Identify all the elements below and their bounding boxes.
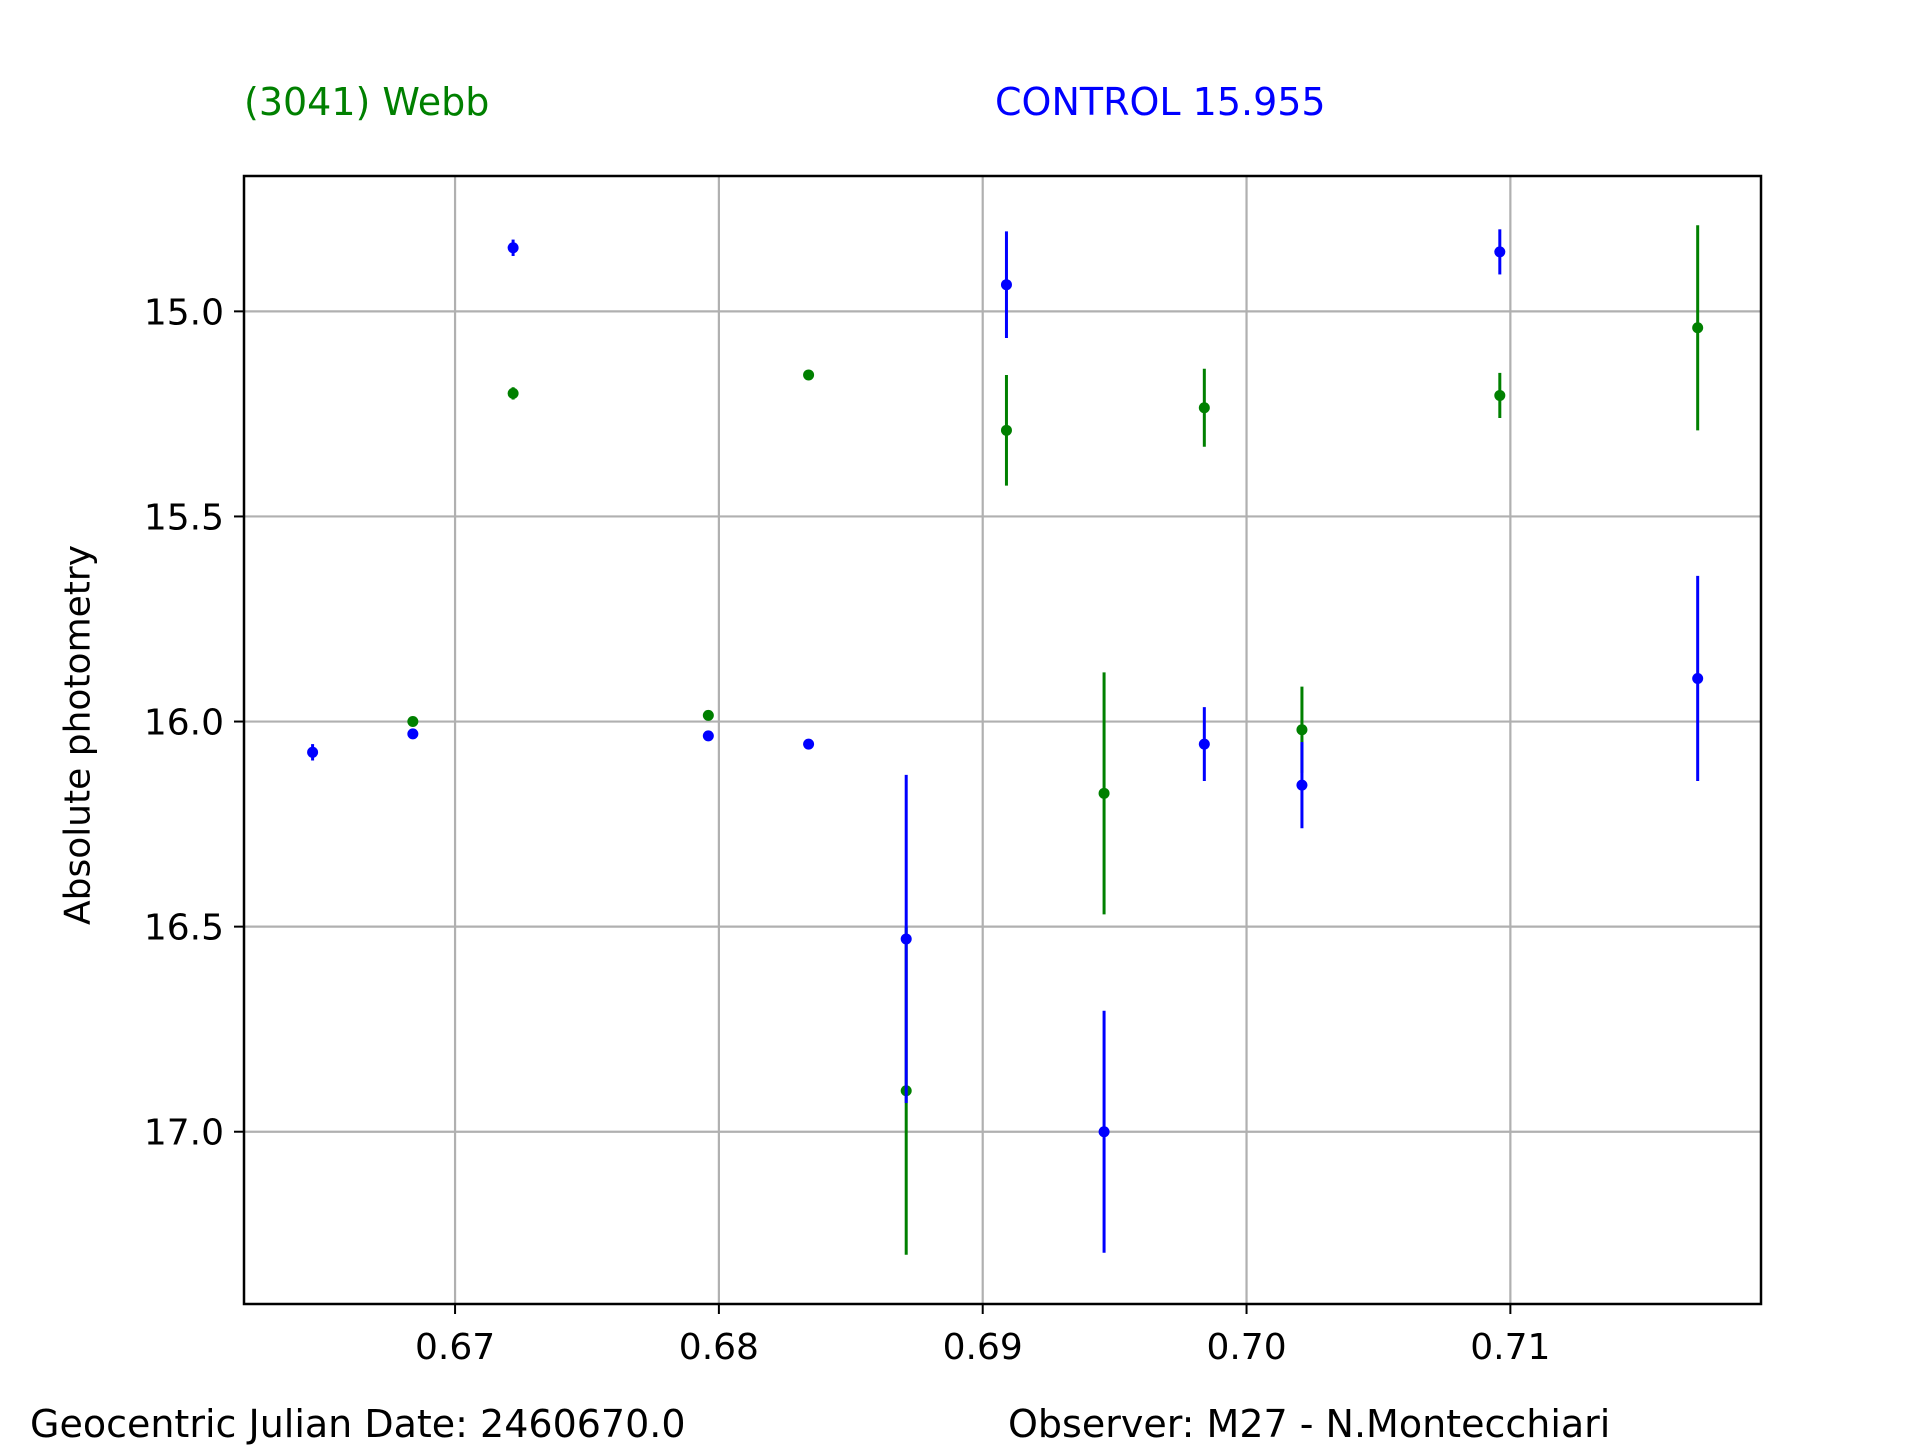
plot-frame [242, 174, 1763, 1306]
x-tick-label: 0.67 [415, 1327, 495, 1368]
data-point [803, 738, 815, 750]
y-tick-label: 16.5 [144, 908, 224, 949]
x-tick-label: 0.68 [679, 1327, 759, 1368]
data-point [1098, 1126, 1110, 1138]
data-point [507, 387, 519, 399]
data-point [803, 369, 815, 381]
x-tick-label: 0.69 [943, 1327, 1023, 1368]
control-series-title: CONTROL 15.955 [995, 80, 1326, 124]
y-tick-label: 17.0 [144, 1113, 224, 1154]
data-point [407, 716, 419, 728]
target-series-title: (3041) Webb [244, 80, 490, 124]
x-tick-label: 0.70 [1206, 1327, 1286, 1368]
x-tick-label: 0.71 [1470, 1327, 1550, 1368]
y-axis-label: Absolute photometry [57, 544, 99, 926]
data-point [1000, 424, 1012, 436]
julian-date-label: Geocentric Julian Date: 2460670.0 [30, 1402, 686, 1446]
y-tick-label: 15.5 [144, 497, 224, 538]
data-point [1494, 389, 1506, 401]
grid [244, 176, 1761, 1304]
data-point [1000, 279, 1012, 291]
data-point [1098, 787, 1110, 799]
data-point [900, 933, 912, 945]
data-point [702, 730, 714, 742]
data-point [1198, 402, 1210, 414]
y-tick-label: 15.0 [144, 292, 224, 333]
series-control [307, 229, 1704, 1253]
series-target [407, 225, 1704, 1255]
data-point [1494, 246, 1506, 258]
data-point [1692, 672, 1704, 684]
data-point [702, 709, 714, 721]
data-point [1692, 322, 1704, 334]
data-series [307, 225, 1704, 1255]
data-point [407, 728, 419, 740]
y-tick-label: 16.0 [144, 703, 224, 744]
data-point [1296, 724, 1308, 736]
observer-label: Observer: M27 - N.Montecchiari [1008, 1402, 1611, 1446]
axis-ticks: 0.67 0.68 0.69 0.70 0.71 15.0 15.5 16.0 16.5 17.0 [144, 292, 1551, 1368]
data-point [307, 746, 319, 758]
data-point [1198, 738, 1210, 750]
data-point [507, 242, 519, 254]
data-point [1296, 779, 1308, 791]
